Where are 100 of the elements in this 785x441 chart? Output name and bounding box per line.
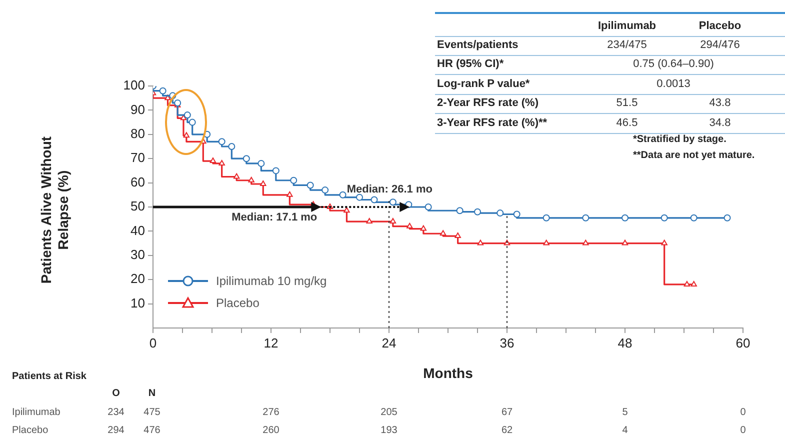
y-tick-label: 30 xyxy=(130,246,145,262)
legend-label: Ipilimumab 10 mg/kg xyxy=(216,274,327,288)
text: 67 xyxy=(501,407,513,418)
text: O xyxy=(112,388,120,399)
text: 4 xyxy=(622,425,628,436)
annotation: Log-rank P value* xyxy=(437,78,530,90)
point xyxy=(159,87,166,94)
point xyxy=(366,218,372,224)
point xyxy=(543,240,550,246)
y-tick-label: 70 xyxy=(130,150,145,166)
y-tick-label: 20 xyxy=(130,271,145,286)
point xyxy=(210,158,216,164)
point xyxy=(228,143,236,150)
text: Placebo xyxy=(12,425,48,436)
point xyxy=(454,232,461,238)
annotation: 51.5 xyxy=(616,97,638,109)
point xyxy=(306,182,314,189)
y-tick-label: 80 xyxy=(130,126,145,141)
point xyxy=(622,240,628,246)
y-tick-label: 60 xyxy=(130,174,145,190)
point xyxy=(582,214,590,222)
text: 475 xyxy=(144,407,160,418)
point xyxy=(339,191,346,198)
point xyxy=(218,160,225,166)
annotation: 46.5 xyxy=(616,117,638,129)
text: 260 xyxy=(262,425,280,436)
x-tick-label: 36 xyxy=(500,335,514,350)
point xyxy=(322,186,329,194)
text: 5 xyxy=(622,407,628,418)
point xyxy=(477,240,484,246)
text: Ipilimumab xyxy=(12,407,60,418)
point xyxy=(406,222,413,228)
annotation: Median: 26.1 mo xyxy=(346,184,433,196)
text: Events/patients xyxy=(437,39,518,51)
text: 276 xyxy=(262,407,280,418)
text: Ipilimumab xyxy=(598,20,656,32)
point xyxy=(622,214,628,222)
point xyxy=(661,240,668,246)
legend-label: Placebo xyxy=(216,296,260,310)
text: 0.75 (0.64–0.90) xyxy=(633,58,714,70)
annotation: 3-Year RFS rate (%)** xyxy=(437,117,548,129)
point xyxy=(344,207,350,213)
point xyxy=(286,191,293,197)
text: 294/476 xyxy=(700,39,740,51)
text: N xyxy=(148,388,156,399)
point xyxy=(690,214,698,222)
point xyxy=(474,208,481,216)
text: 0 xyxy=(740,407,746,418)
point xyxy=(290,176,298,184)
point xyxy=(258,160,265,167)
x-tick-label: 0 xyxy=(149,335,157,350)
y-tick-label: 100 xyxy=(123,78,145,93)
point xyxy=(260,180,266,186)
point xyxy=(496,210,504,217)
annotation: 43.8 xyxy=(709,97,731,109)
point xyxy=(684,280,690,286)
text: 205 xyxy=(380,407,398,418)
point xyxy=(542,214,550,222)
x-tick-label: 48 xyxy=(618,335,632,350)
y-tick-label: 90 xyxy=(130,102,145,117)
point xyxy=(184,112,191,119)
point xyxy=(233,173,240,179)
text: Patients at Risk xyxy=(12,371,86,382)
text: 234/475 xyxy=(607,39,647,51)
point xyxy=(424,204,432,210)
point xyxy=(513,210,520,218)
y-tick-label: 10 xyxy=(130,295,145,310)
point xyxy=(389,198,396,206)
y-tick-label: 50 xyxy=(130,198,145,214)
point xyxy=(660,214,668,222)
point xyxy=(188,118,196,126)
point xyxy=(582,240,589,246)
point xyxy=(183,132,190,138)
text: 193 xyxy=(380,425,398,436)
point xyxy=(724,214,731,222)
text: 62 xyxy=(501,425,513,436)
text: 294 xyxy=(108,425,124,436)
point xyxy=(420,225,427,231)
text: 0 xyxy=(740,425,746,436)
point xyxy=(440,230,446,236)
x-tick-label: 60 xyxy=(736,335,750,350)
point xyxy=(248,176,254,182)
annotation: *Stratified by stage. xyxy=(633,134,726,145)
text: 476 xyxy=(144,425,160,436)
x-tick-label: 12 xyxy=(264,335,278,350)
text: Placebo xyxy=(698,20,742,32)
text: HR (95% CI)* xyxy=(437,58,504,70)
x-axis-title: Months xyxy=(423,365,473,381)
annotation: Median: 17.1 mo xyxy=(232,212,318,224)
point xyxy=(456,207,464,214)
x-tick-label: 24 xyxy=(382,335,396,350)
point xyxy=(690,280,697,286)
point xyxy=(218,138,226,146)
point xyxy=(370,196,378,204)
point xyxy=(356,194,363,201)
annotation: **Data are not yet mature. xyxy=(633,150,755,161)
text: 234 xyxy=(108,407,124,418)
point xyxy=(390,218,396,224)
y-axis-title: Patients Alive Without Relapse (%) xyxy=(38,135,72,286)
annotation: 0.0013 xyxy=(656,78,690,90)
